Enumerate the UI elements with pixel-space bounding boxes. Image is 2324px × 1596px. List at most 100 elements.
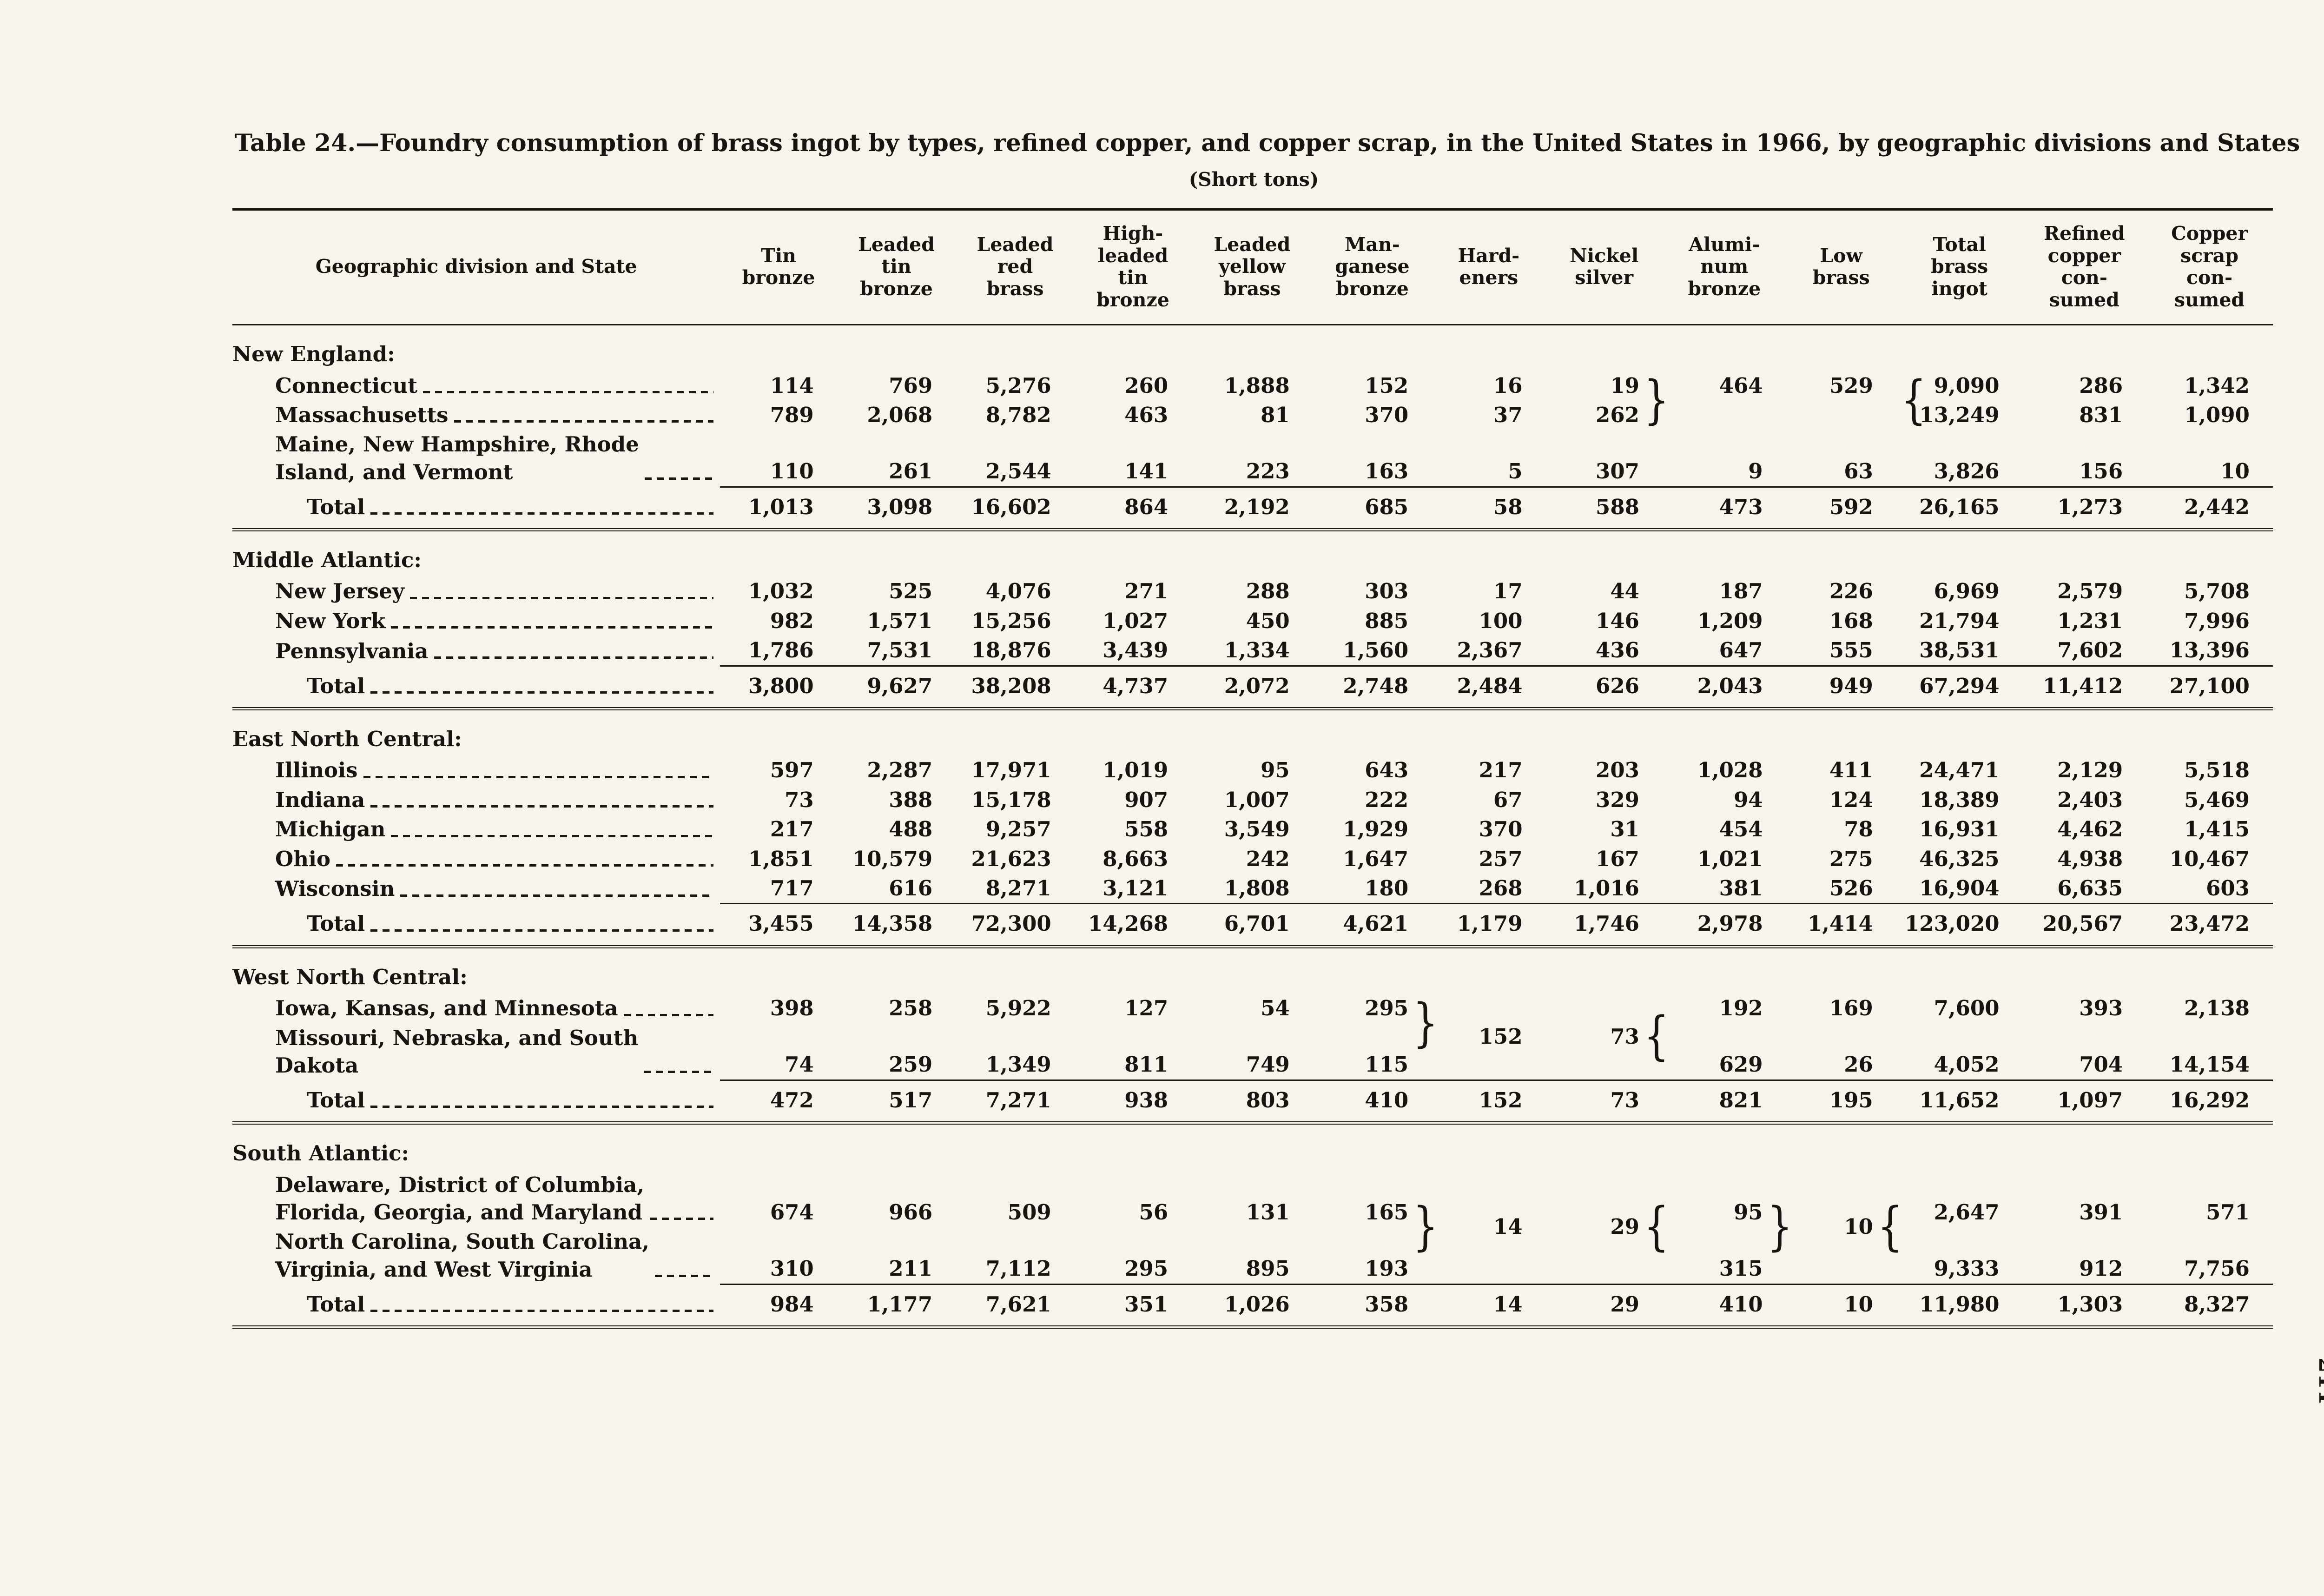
value-cell: 31 [1610, 817, 1639, 842]
header-row: Geographic division and State Tin bronze L… [232, 208, 2273, 326]
value-cell: 10,579 [852, 846, 933, 871]
value-cell: 286 [2079, 373, 2123, 398]
value-cell: 242 [1246, 846, 1290, 871]
value-cell: 410 [1313, 1079, 1432, 1125]
value-cell: 749 [1246, 1052, 1290, 1077]
section-heading-row: West North Central: [232, 947, 2273, 993]
value-cell: 592 [1786, 486, 1896, 532]
value-cell: 6,969 [1934, 579, 2000, 604]
value-cell: 222 [1365, 787, 1409, 812]
dotted-leader [370, 691, 714, 694]
value-cell: 259 [889, 1052, 933, 1077]
value-cell: 193 [1365, 1256, 1409, 1281]
value-cell: 9,257 [985, 817, 1051, 842]
value-cell: 1,303 [2022, 1283, 2146, 1329]
row-label: Massachusetts [232, 400, 720, 430]
value-cell: 2,647 [1934, 1199, 2000, 1225]
value-cell: 5,276 [985, 373, 1051, 398]
value-cell: 156 [2079, 459, 2123, 484]
cell-value: 9,090 [1934, 373, 2000, 398]
value-cell: 217 [1479, 758, 1523, 783]
value-cell: 526 [1829, 875, 1873, 901]
row-label: Pennsylvania [232, 636, 720, 666]
value-cell: 192 [1719, 996, 1763, 1021]
header-column: Leaded red brass [956, 208, 1075, 326]
value-cell: 329 [1596, 787, 1639, 812]
value-cell: 131 [1246, 1199, 1290, 1225]
value-cell: 7,602 [2057, 638, 2123, 663]
row-label-text: Total [307, 673, 365, 698]
value-cell: 588 [1545, 486, 1663, 532]
row-label: Total [232, 666, 720, 710]
header-column: Refined copper con- sumed [2022, 208, 2146, 326]
value-cell: 5,922 [985, 996, 1051, 1021]
value-cell: 67 [1493, 787, 1523, 812]
value-cell: 95 [1261, 758, 1290, 783]
value-cell: 95} [1663, 1170, 1793, 1253]
state-row: Illinois 597 2,287 17,971 1,019 95 643 217 203 1,… [232, 755, 2273, 785]
value-cell: 7,112 [985, 1256, 1051, 1281]
value-cell: 73{ [1546, 993, 1669, 1080]
dotted-leader [409, 596, 714, 599]
value-cell: 73 [785, 787, 814, 812]
value-cell: 100 [1479, 608, 1523, 633]
value-cell: 555 [1829, 638, 1873, 663]
cell-value: 295 [1365, 996, 1409, 1021]
value-cell: 3,800 [720, 665, 837, 710]
value-cell: 3,098 [837, 486, 956, 532]
value-cell: 2,579 [2057, 579, 2123, 604]
section-heading-row: East North Central: [232, 709, 2273, 755]
value-cell: 303 [1365, 579, 1409, 604]
row-label-text: New York [275, 608, 386, 633]
header-column: Total brass ingot [1896, 208, 2023, 326]
row-label: Total [232, 1080, 720, 1125]
total-row: Total 472 517 7,271 938 803 410 152 73 821 195 11,6… [232, 1079, 2273, 1125]
value-cell: 1,026 [1191, 1283, 1313, 1329]
value-cell: 23,472 [2146, 903, 2273, 948]
value-cell: 16,904 [1919, 875, 2000, 901]
value-cell: 391 [2079, 1199, 2123, 1225]
value-cell: 2,544 [985, 459, 1051, 484]
table-subtitle: (Short tons) [1188, 168, 1319, 191]
value-cell: 1,929 [1343, 817, 1409, 842]
value-cell: 1,786 [748, 638, 814, 663]
table-container: Geographic division and State Tin bronze L… [232, 208, 2273, 1329]
value-cell: 885 [1365, 608, 1409, 633]
value-cell: 1,851 [748, 846, 814, 871]
value-cell: 9,090{ [1896, 371, 2023, 426]
value-cell: 114 [770, 373, 814, 398]
dotted-leader [370, 929, 714, 932]
value-cell: 4,462 [2057, 817, 2123, 842]
value-cell: 1,016 [1574, 875, 1639, 901]
value-cell: 10 [1786, 1283, 1896, 1329]
value-cell: 949 [1786, 665, 1896, 710]
dotted-leader [654, 1275, 714, 1278]
row-label-text: New Jersey [275, 579, 404, 604]
state-row: Pennsylvania 1,786 7,531 18,876 3,439 1,334 1,… [232, 636, 2273, 666]
value-cell: 74 [785, 1052, 814, 1077]
value-cell: 19} [1546, 371, 1669, 426]
value-cell: 1,209 [1697, 608, 1763, 633]
value-cell: 165} [1313, 1170, 1438, 1253]
section-heading: Middle Atlantic: [232, 548, 422, 573]
row-label: Illinois [232, 755, 720, 785]
value-cell: 24,471 [1919, 758, 2000, 783]
value-cell: 2,068 [867, 402, 933, 427]
section-heading-row: Middle Atlantic: [232, 530, 2273, 577]
value-cell: 558 [1124, 817, 1169, 842]
value-cell: 10 [2220, 459, 2250, 484]
header-column: Copper scrap con- sumed [2146, 208, 2273, 326]
value-cell: 2,484 [1432, 665, 1546, 710]
value-cell: 1,007 [1224, 787, 1290, 812]
value-cell: 10,467 [2169, 846, 2250, 871]
value-cell: 473 [1662, 486, 1786, 532]
row-label-text: Ohio [275, 846, 331, 871]
dotted-leader [434, 656, 714, 659]
value-cell: 14,268 [1074, 903, 1192, 948]
value-cell: 5,708 [2184, 579, 2250, 604]
value-cell: 803 [1191, 1079, 1313, 1125]
row-label: Iowa, Kansas, and Minnesota [232, 993, 720, 1023]
state-row: Delaware, District of Columbia, Florida,… [232, 1170, 2273, 1253]
value-cell: 18,389 [1919, 787, 2000, 812]
value-cell: 7,271 [956, 1079, 1075, 1125]
